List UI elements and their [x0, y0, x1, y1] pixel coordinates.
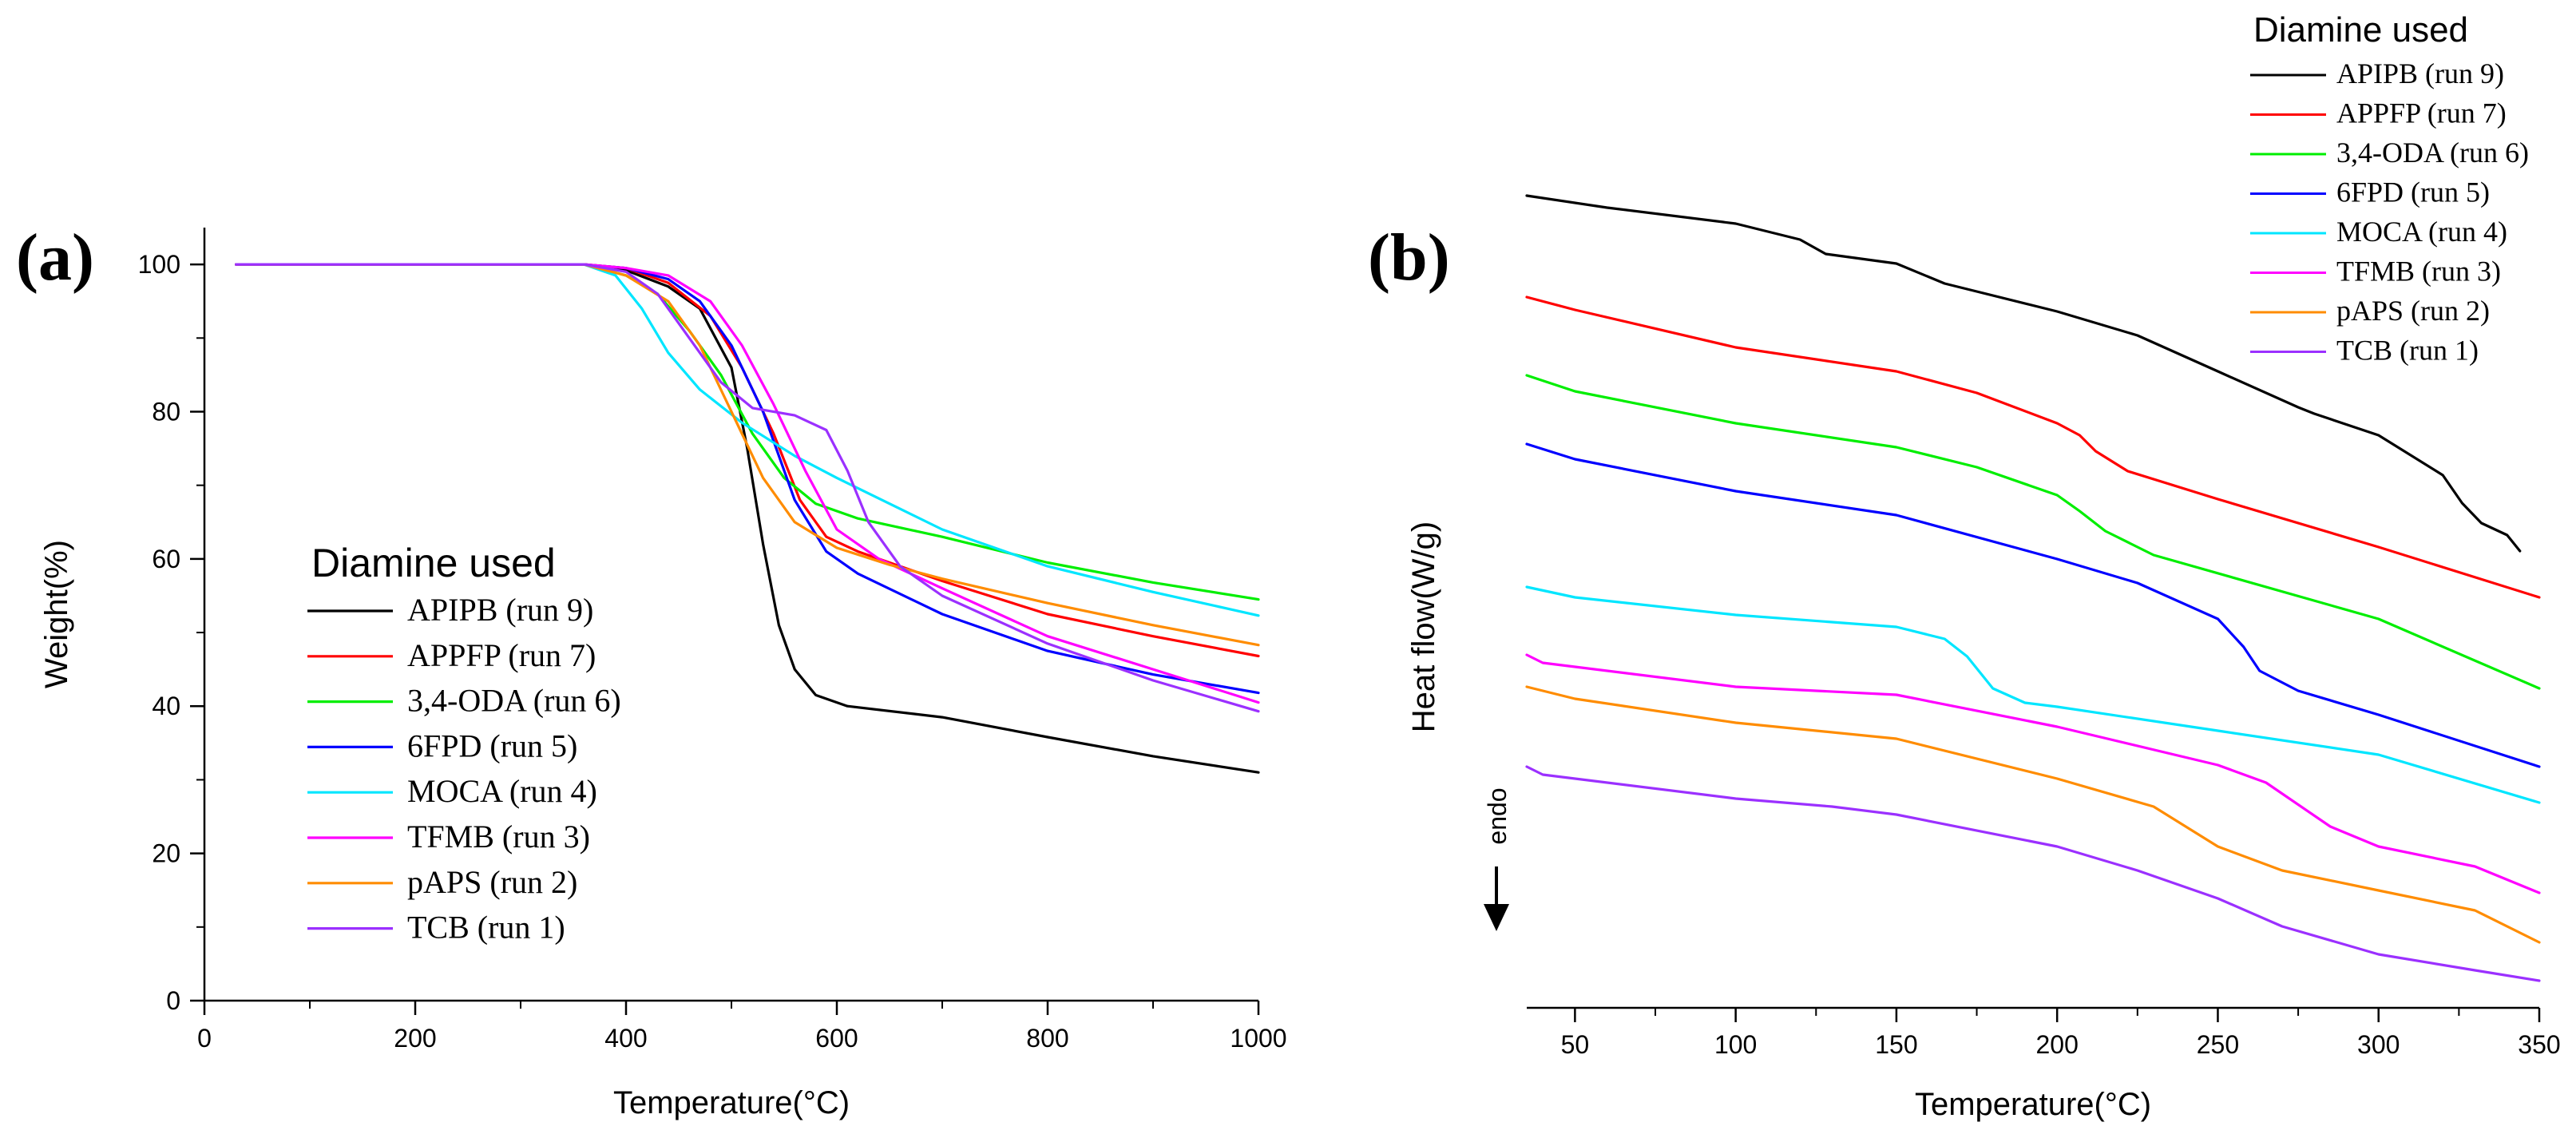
- legend-entry: TCB (run 1): [2336, 335, 2479, 367]
- legend-entry: APPFP (run 7): [407, 637, 596, 673]
- x-tick-label: 0: [197, 1024, 212, 1053]
- legend-entry: pAPS (run 2): [407, 864, 577, 900]
- endo-label: endo: [1483, 787, 1512, 844]
- series-line: [235, 263, 1260, 658]
- legend-title: Diamine used: [2253, 10, 2468, 50]
- x-tick-label: 800: [1026, 1024, 1068, 1053]
- series-line: [235, 263, 1260, 695]
- series-line: [235, 263, 1260, 774]
- panel-label-a: (a): [16, 220, 94, 295]
- series-line: [1525, 442, 2541, 768]
- series-line: [1525, 685, 2541, 944]
- series-line: [1525, 585, 2541, 804]
- x-axis-title: Temperature(°C): [613, 1085, 850, 1120]
- series-line: [235, 263, 1260, 617]
- x-tick-label: 300: [2357, 1030, 2400, 1059]
- y-tick-label: 60: [152, 545, 180, 573]
- x-tick-label: 150: [1875, 1030, 1917, 1059]
- y-tick-label: 20: [152, 839, 180, 868]
- legend-entry: pAPS (run 2): [2336, 295, 2490, 327]
- x-tick-label: 250: [2197, 1030, 2239, 1059]
- legend-entry: APIPB (run 9): [407, 592, 593, 628]
- series-line: [235, 263, 1260, 647]
- legend-entry: TFMB (run 3): [407, 819, 590, 855]
- legend-entry: APIPB (run 9): [2336, 57, 2504, 89]
- legend-entry: 3,4-ODA (run 6): [2336, 137, 2529, 169]
- y-tick-label: 40: [152, 692, 180, 720]
- panel-a: 0 200 400 600 800 1000 0 20 40 60 80 100 Temperature…: [16, 220, 1287, 1120]
- series-line: [1525, 653, 2541, 894]
- legend-entry: APPFP (run 7): [2336, 97, 2507, 129]
- x-tick-label: 400: [604, 1024, 647, 1053]
- x-tick-label: 100: [1714, 1030, 1757, 1059]
- y-tick-label: 80: [152, 397, 180, 426]
- legend-entry: 6FPD (run 5): [407, 728, 577, 763]
- y-tick-label: 0: [166, 986, 180, 1015]
- series-line: [235, 263, 1260, 704]
- x-tick-label: 1000: [1230, 1024, 1286, 1053]
- x-axis-title: Temperature(°C): [1915, 1087, 2151, 1122]
- series-line: [235, 263, 1260, 713]
- series-line: [1525, 194, 2522, 553]
- series-line: [1525, 374, 2541, 690]
- series-line: [1525, 295, 2541, 599]
- legend-entry: 6FPD (run 5): [2336, 176, 2490, 208]
- y-axis-title: Weight(%): [39, 540, 74, 688]
- legend-entry: TCB (run 1): [407, 910, 565, 946]
- x-tick-label: 350: [2518, 1030, 2560, 1059]
- panel-label-b: (b): [1368, 220, 1450, 295]
- legend-entry: TFMB (run 3): [2336, 256, 2501, 287]
- y-axis-title: Heat flow(W/g): [1406, 521, 1441, 733]
- x-tick-label: 600: [815, 1024, 858, 1053]
- x-tick-label: 50: [1561, 1030, 1590, 1059]
- endo-arrow-head: [1484, 904, 1509, 931]
- legend-entry: MOCA (run 4): [407, 773, 597, 809]
- panel-b: 50 100 150 200 250 300 350 Temperature(°C) Heat …: [1368, 10, 2561, 1122]
- legend-title: Diamine used: [311, 541, 556, 585]
- legend-entry: MOCA (run 4): [2336, 216, 2507, 248]
- y-tick-label: 100: [138, 250, 180, 279]
- legend-entry: 3,4-ODA (run 6): [407, 683, 621, 719]
- x-tick-label: 200: [2035, 1030, 2078, 1059]
- series-line: [1525, 765, 2541, 982]
- x-tick-label: 200: [394, 1024, 436, 1053]
